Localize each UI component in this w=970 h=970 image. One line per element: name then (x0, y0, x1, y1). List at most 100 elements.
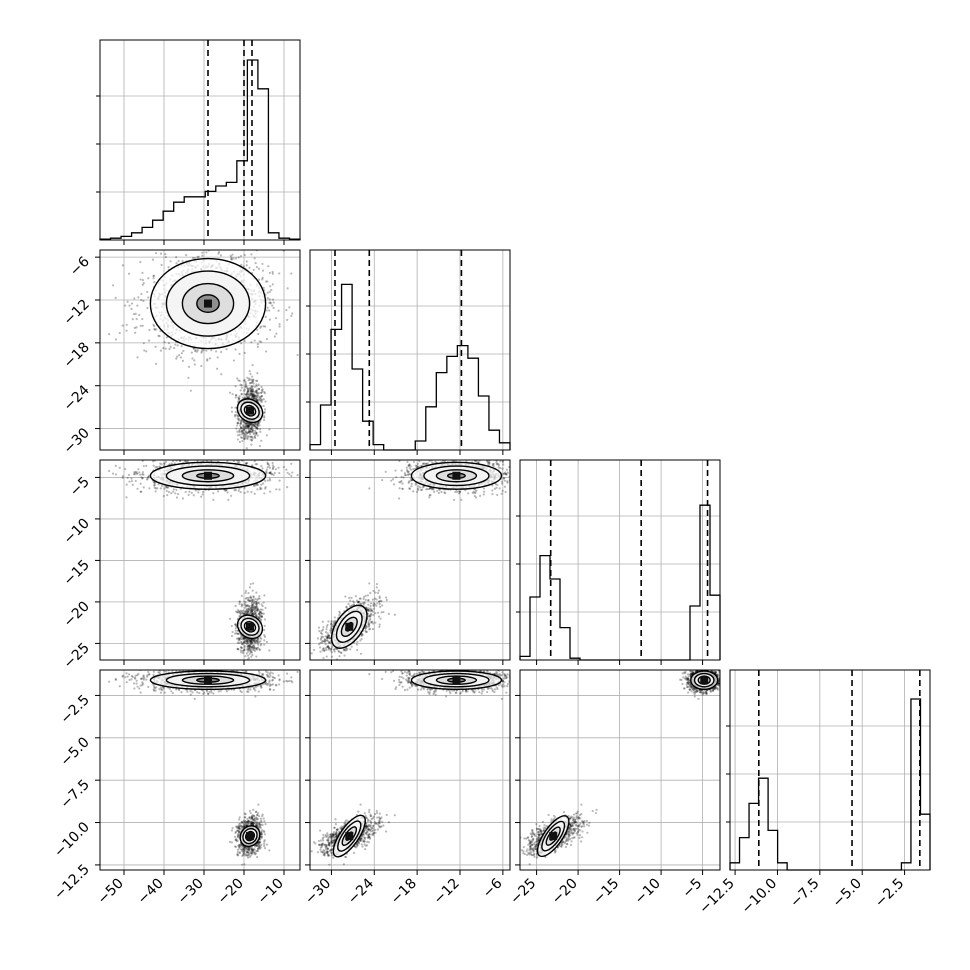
sample-point (245, 392, 249, 395)
sample-point (164, 347, 167, 350)
sample-point (407, 464, 410, 467)
sample-point (251, 428, 254, 431)
sample-point (213, 247, 215, 249)
sample-point (190, 491, 193, 494)
sample-point (238, 352, 241, 356)
sample-point (251, 364, 254, 367)
sample-point (245, 393, 248, 396)
sample-point (253, 385, 257, 388)
sample-point (250, 655, 253, 658)
sample-point (286, 471, 289, 474)
sample-point (257, 398, 260, 401)
sample-point (252, 638, 255, 642)
sample-point (186, 460, 189, 463)
sample-point (252, 612, 255, 615)
sample-point (238, 461, 241, 464)
sample-point (243, 600, 246, 603)
sample-point (253, 649, 257, 652)
sample-point (257, 638, 260, 641)
sample-point (239, 383, 242, 386)
sample-point (244, 434, 248, 437)
sample-point (114, 473, 118, 476)
sample-point (268, 309, 271, 312)
sample-point (230, 410, 234, 413)
sample-point (275, 488, 278, 491)
sample-point (256, 427, 259, 430)
sample-point (506, 481, 509, 484)
sample-point (250, 649, 253, 652)
sample-point (251, 427, 254, 430)
sample-point (249, 650, 252, 653)
sample-point (251, 653, 254, 657)
sample-point (130, 477, 133, 480)
sample-point (236, 438, 239, 441)
sample-point (431, 461, 434, 464)
sample-point (253, 395, 257, 398)
sample-point (253, 339, 256, 342)
sample-point (252, 423, 255, 426)
sample-point (244, 589, 248, 593)
sample-point (251, 390, 254, 393)
sample-point (249, 394, 252, 397)
sample-point (247, 393, 250, 396)
sample-point (208, 357, 212, 360)
sample-point (242, 427, 246, 431)
sample-point (249, 428, 252, 431)
sample-point (240, 263, 243, 266)
sample-point (166, 486, 170, 489)
sample-point (245, 425, 248, 428)
sample-point (258, 612, 261, 615)
sample-point (262, 398, 265, 401)
sample-point (251, 380, 254, 383)
sample-point (239, 612, 242, 615)
sample-point (251, 599, 254, 602)
sample-point (261, 604, 264, 608)
sample-point (242, 420, 245, 423)
sample-point (151, 460, 155, 463)
sample-point (232, 359, 236, 362)
sample-point (269, 471, 272, 474)
sample-point (165, 336, 168, 339)
sample-point (246, 389, 250, 392)
sample-point (154, 345, 157, 348)
sample-point (251, 640, 254, 643)
sample-point (246, 638, 249, 641)
sample-point (257, 616, 260, 619)
sample-point (285, 309, 288, 312)
sample-point (255, 602, 258, 605)
sample-point (240, 651, 243, 654)
sample-point (257, 394, 260, 397)
sample-point (273, 335, 276, 338)
sample-point (252, 394, 256, 397)
sample-point (253, 646, 256, 649)
sample-point (180, 345, 183, 348)
sample-point (265, 337, 269, 341)
sample-point (248, 392, 252, 395)
sample-point (246, 426, 249, 429)
sample-point (254, 429, 257, 433)
sample-point (244, 601, 247, 604)
sample-point (172, 457, 174, 459)
sample-point (255, 390, 258, 393)
sample-point (404, 474, 408, 477)
sample-point (257, 422, 260, 425)
sample-point (166, 494, 169, 497)
sample-point (247, 610, 250, 613)
sample-point (236, 422, 240, 425)
sample-point (249, 378, 252, 381)
sample-point (242, 434, 245, 437)
sample-point (245, 652, 248, 655)
sample-point (240, 393, 243, 396)
sample-point (278, 479, 281, 482)
panel-background (100, 460, 300, 660)
sample-point (259, 618, 262, 621)
sample-point (407, 464, 410, 468)
sample-point (146, 478, 149, 481)
sample-point (242, 641, 246, 644)
sample-point (136, 356, 139, 359)
sample-point (225, 488, 228, 491)
sample-point (263, 635, 267, 638)
sample-point (239, 491, 242, 494)
sample-point (256, 609, 259, 612)
sample-point (153, 482, 157, 485)
